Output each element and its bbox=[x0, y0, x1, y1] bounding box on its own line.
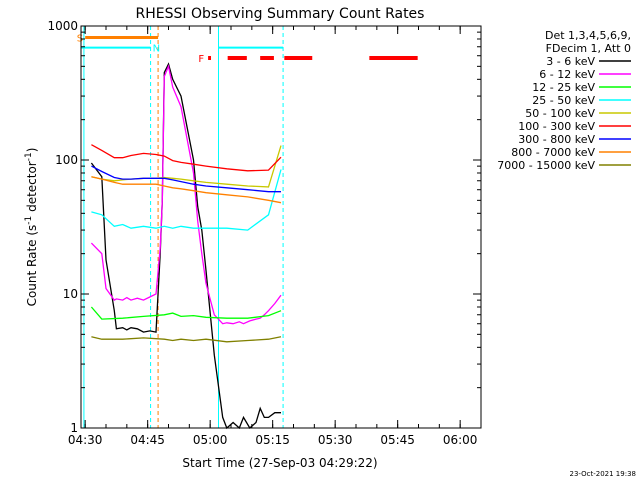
series-line-800-7000-keV bbox=[91, 176, 282, 204]
legend-label: 7000 - 15000 keV bbox=[497, 159, 595, 172]
y-axis-label: Count Rate (s-1 detector-1) bbox=[24, 148, 39, 307]
y-tick-label: 10 bbox=[63, 287, 78, 301]
legend-label: 300 - 800 keV bbox=[518, 133, 595, 146]
legend: Det 1,3,4,5,6,9, FDecim 1, Att 0 3 - 6 k… bbox=[497, 29, 631, 172]
legend-header-line-1: Det 1,3,4,5,6,9, bbox=[545, 29, 631, 42]
series-line-300-800-keV bbox=[91, 165, 281, 193]
chart-title: RHESSI Observing Summary Count Rates bbox=[136, 6, 425, 22]
legend-label: 3 - 6 keV bbox=[546, 55, 595, 68]
y-tick-label: 100 bbox=[55, 153, 78, 167]
night-label: N bbox=[153, 44, 160, 55]
x-tick-label: 04:45 bbox=[130, 433, 165, 447]
x-tick-label: 05:00 bbox=[193, 433, 228, 447]
x-tick-label: 04:30 bbox=[68, 433, 103, 447]
x-tick-label: 05:30 bbox=[318, 433, 353, 447]
plot-area: S N F bbox=[77, 26, 418, 430]
y-tick-label: 1000 bbox=[47, 19, 78, 33]
series-line-6-12-keV bbox=[90, 64, 282, 325]
saa-label: S bbox=[77, 34, 83, 45]
legend-label: 12 - 25 keV bbox=[532, 81, 595, 94]
series-line-50-100-keV bbox=[91, 145, 282, 188]
legend-label: 50 - 100 keV bbox=[525, 107, 595, 120]
y-tick-label: 1 bbox=[70, 421, 78, 435]
legend-label: 25 - 50 keV bbox=[532, 94, 595, 107]
axes bbox=[80, 25, 482, 429]
series-line-7000-15000-keV bbox=[91, 336, 282, 343]
legend-header-line-2: FDecim 1, Att 0 bbox=[546, 42, 631, 55]
x-tick-label: 06:00 bbox=[443, 433, 478, 447]
legend-label: 800 - 7000 keV bbox=[511, 146, 595, 159]
legend-label: 100 - 300 keV bbox=[518, 120, 595, 133]
tick-labels: 1 10 100 1000 04:30 04:45 05:00 05:15 05:30 05:45… bbox=[47, 19, 477, 447]
x-axis-label: Start Time (27-Sep-03 04:29:22) bbox=[182, 456, 377, 470]
plot-frame bbox=[80, 25, 482, 429]
legend-label: 6 - 12 keV bbox=[539, 68, 595, 81]
series-line-100-300-keV bbox=[91, 144, 282, 172]
x-tick-label: 05:15 bbox=[255, 433, 290, 447]
series-line-12-25-keV bbox=[90, 306, 282, 320]
flare-label: F bbox=[198, 54, 204, 65]
series-line-25-50-keV bbox=[91, 169, 282, 231]
generated-timestamp: 23-Oct-2021 19:38 bbox=[570, 470, 636, 478]
x-tick-label: 05:45 bbox=[380, 433, 415, 447]
